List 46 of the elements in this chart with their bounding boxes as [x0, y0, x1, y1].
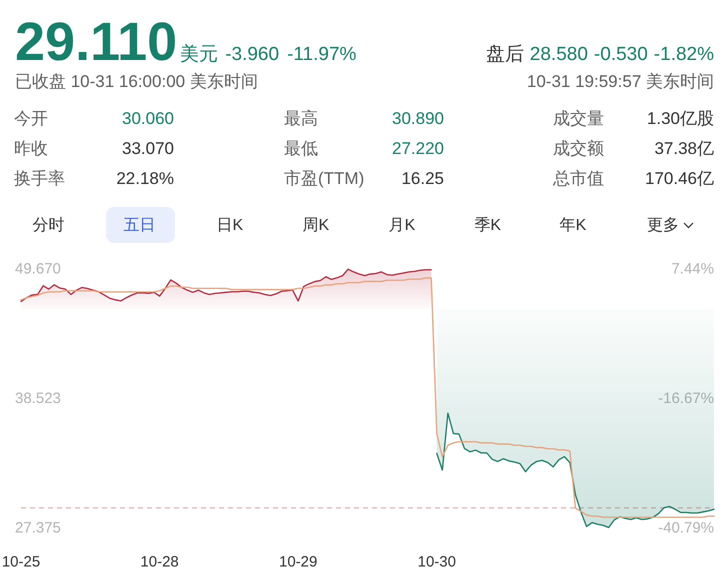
- y2-tick-label: -16.67%: [658, 390, 714, 407]
- text: 今开: [14, 108, 48, 128]
- text: 季K: [474, 217, 502, 234]
- text: 37.38亿: [654, 138, 714, 158]
- text: 年K: [560, 217, 586, 234]
- y-tick-label: 49.670: [15, 260, 61, 278]
- text: 五日: [124, 217, 156, 234]
- text: 已收盘 10-31 16:00:00 美东时间: [15, 72, 258, 91]
- text: 28.580: [530, 44, 588, 65]
- text: 周K: [302, 217, 330, 234]
- text: 美元: [180, 42, 218, 67]
- x-tick-label: 10-28: [140, 554, 179, 570]
- text: -1.82%: [654, 44, 714, 65]
- text: -0.530: [594, 44, 648, 65]
- text: 成交量: [553, 108, 604, 128]
- text: 盘后: [486, 44, 524, 65]
- text: 日K: [216, 217, 244, 234]
- x-tick-label: 10-25: [2, 554, 40, 570]
- text: 10-31 19:59:57 美东时间: [526, 72, 714, 91]
- text: 27.220: [392, 138, 444, 158]
- x-tick-label: 10-29: [279, 554, 318, 570]
- text: 更多: [647, 217, 679, 234]
- text: 换手率: [14, 168, 65, 188]
- y-tick-label: 38.523: [15, 390, 61, 407]
- x-tick-label: 10-30: [418, 554, 456, 570]
- text: 市盈(TTM): [284, 168, 364, 188]
- text: 月K: [388, 217, 416, 234]
- text: 29.110: [15, 12, 178, 72]
- text: 分时: [32, 217, 64, 234]
- text: 30.890: [392, 108, 444, 128]
- y2-tick-label: -40.79%: [658, 520, 714, 536]
- text: 成交额: [553, 138, 604, 158]
- text: -3.960: [225, 44, 280, 66]
- text: -11.97%: [287, 44, 356, 66]
- text: 30.060: [122, 108, 174, 128]
- y2-tick-label: 7.44%: [671, 260, 714, 278]
- text: 22.18%: [116, 168, 174, 188]
- text: 16.25: [401, 168, 444, 188]
- text: 总市值: [553, 168, 604, 188]
- y-tick-label: 27.375: [15, 520, 61, 536]
- text: 最低: [284, 138, 318, 158]
- text: 170.46亿: [645, 168, 714, 188]
- text: 1.30亿股: [646, 108, 714, 128]
- text: 最高: [284, 108, 318, 128]
- text: 33.070: [122, 138, 174, 158]
- text: 昨收: [14, 138, 48, 158]
